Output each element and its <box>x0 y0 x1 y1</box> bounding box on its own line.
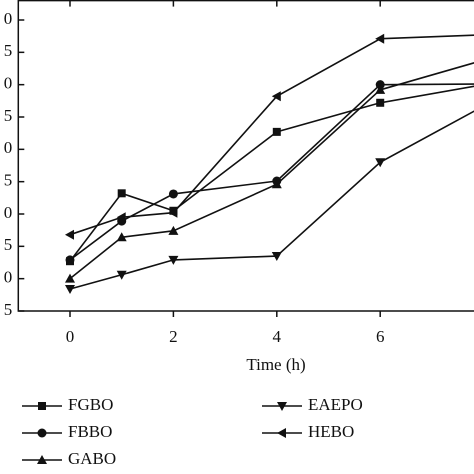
marker <box>116 232 127 242</box>
series-line <box>69 110 474 290</box>
marker <box>116 270 127 280</box>
y-tick-label: 5 <box>4 106 13 125</box>
marker <box>277 428 286 438</box>
marker <box>271 179 282 189</box>
marker <box>65 273 75 283</box>
series-line <box>69 34 474 236</box>
marker <box>65 285 75 295</box>
y-tick-label: 5 <box>4 300 13 319</box>
marker <box>168 207 178 218</box>
plot-frame <box>17 0 474 312</box>
marker <box>117 189 126 198</box>
marker <box>65 229 74 240</box>
marker <box>375 158 386 168</box>
marker <box>37 428 47 438</box>
marker <box>116 212 126 223</box>
x-tick-label: 0 <box>66 327 75 346</box>
marker <box>277 402 287 411</box>
marker <box>168 225 179 235</box>
x-tick-label: 2 <box>169 327 178 346</box>
y-tick-label: 0 <box>4 138 13 157</box>
series-line <box>69 62 474 280</box>
marker <box>271 91 281 102</box>
legend-label: HEBO <box>308 422 354 441</box>
y-tick-label: 0 <box>4 74 13 93</box>
marker <box>168 189 178 199</box>
x-tick-label: 6 <box>376 327 385 346</box>
y-tick-label: 0 <box>4 268 13 287</box>
x-tick-label: 4 <box>273 327 282 346</box>
legend-label: GABO <box>68 449 116 468</box>
x-axis-label: Time (h) <box>246 355 305 374</box>
legend-label: FGBO <box>68 395 113 414</box>
marker <box>271 252 282 262</box>
y-tick-label: 5 <box>4 235 13 254</box>
legend-label: FBBO <box>68 422 112 441</box>
marker <box>38 402 46 410</box>
marker <box>272 127 281 136</box>
legend-label: EAEPO <box>308 395 363 414</box>
marker <box>375 33 385 44</box>
marker <box>37 455 47 464</box>
y-tick-label: 0 <box>4 203 13 222</box>
marker <box>65 255 75 265</box>
marker <box>376 98 385 107</box>
marker <box>168 255 179 265</box>
y-tick-label: 0 <box>4 9 13 28</box>
series-line <box>69 85 474 262</box>
y-tick-label: 5 <box>4 41 13 60</box>
marker <box>375 84 386 94</box>
marker <box>375 80 385 90</box>
y-tick-label: 5 <box>4 171 13 190</box>
series-line <box>69 83 474 261</box>
